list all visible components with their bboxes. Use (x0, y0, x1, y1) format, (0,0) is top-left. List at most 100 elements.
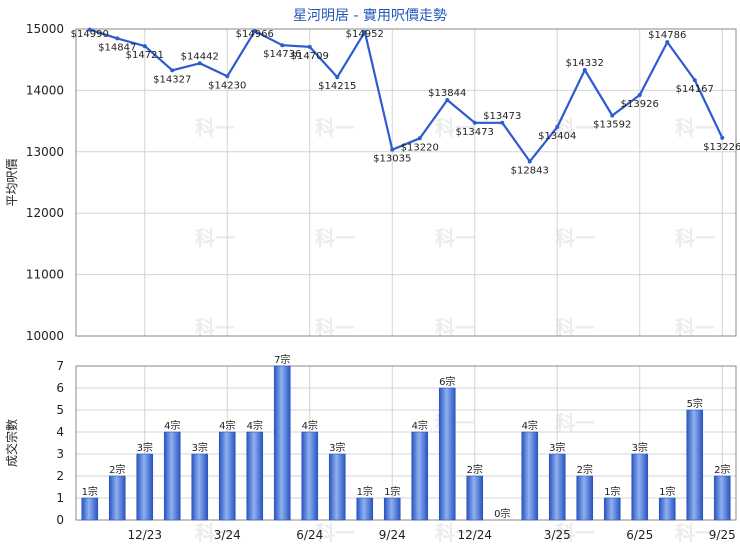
price-point (692, 78, 697, 83)
bar-plot-frame (75, 365, 737, 521)
price-data-label: $14215 (318, 81, 356, 92)
transaction-bar (356, 497, 374, 521)
line-y-tick-label: 14000 (26, 83, 64, 97)
bar-y-tick-label: 4 (56, 425, 64, 439)
watermark-text: 科一 (195, 116, 235, 140)
price-data-label: $13035 (373, 154, 411, 165)
transaction-bar (301, 431, 319, 521)
price-data-label: $12843 (511, 165, 549, 176)
bar-y-tick-label: 2 (56, 469, 64, 483)
transaction-data-label: 1宗 (659, 485, 675, 498)
watermark-text: 科一 (555, 521, 595, 545)
price-point (582, 68, 587, 73)
transaction-bar (576, 475, 594, 521)
transaction-data-label: 3宗 (549, 441, 565, 454)
watermark-text: 科一 (315, 521, 355, 545)
transaction-data-label: 2宗 (467, 463, 483, 476)
bar-y-tick-label: 7 (56, 359, 64, 373)
price-point (170, 68, 175, 73)
transaction-bar (383, 497, 401, 521)
transaction-bar (246, 431, 264, 521)
bar-x-tick-label: 6/24 (296, 528, 323, 542)
transaction-data-label: 7宗 (274, 353, 290, 366)
price-data-label: $14847 (98, 42, 136, 53)
transaction-bar (163, 431, 181, 521)
watermark-text: 科一 (435, 116, 475, 140)
price-data-label: $13473 (456, 127, 494, 138)
bar-x-tick-label: 9/25 (709, 528, 736, 542)
transaction-bar (136, 453, 154, 521)
price-point (720, 135, 725, 140)
transaction-data-label: 2宗 (577, 463, 593, 476)
transaction-data-label: 6宗 (439, 375, 455, 388)
transaction-data-label: 1宗 (604, 485, 620, 498)
price-data-label: $13844 (428, 88, 466, 99)
transaction-data-label: 2宗 (109, 463, 125, 476)
price-point (115, 36, 120, 41)
transaction-bar (191, 453, 209, 521)
price-point (252, 29, 257, 34)
transaction-bar (81, 497, 99, 521)
transaction-data-label: 4宗 (522, 419, 538, 432)
watermark-text: 科一 (195, 226, 235, 250)
watermark-text: 科一 (555, 411, 595, 435)
transaction-bar (328, 453, 346, 521)
price-data-label: $13220 (401, 142, 439, 153)
watermark-text: 科一 (315, 116, 355, 140)
line-y-tick-label: 13000 (26, 145, 64, 159)
price-data-label: $14327 (153, 74, 191, 85)
price-data-label: $14167 (676, 84, 714, 95)
price-point (637, 92, 642, 97)
transaction-bar (713, 475, 731, 521)
transaction-data-label: 2宗 (714, 463, 730, 476)
bar-y-tick-label: 1 (56, 491, 64, 505)
price-point (500, 120, 505, 125)
transaction-data-label: 4宗 (412, 419, 428, 432)
line-y-tick-label: 15000 (26, 22, 64, 36)
transaction-bar (631, 453, 649, 521)
price-data-label: $13226 (703, 142, 740, 153)
price-data-label: $14442 (181, 51, 219, 62)
price-data-label: $13592 (593, 119, 631, 130)
transaction-bar (686, 409, 704, 521)
transaction-data-label: 3宗 (329, 441, 345, 454)
price-point (417, 136, 422, 141)
transaction-bar (108, 475, 126, 521)
price-data-label: $13926 (621, 99, 659, 110)
transaction-data-label: 4宗 (247, 419, 263, 432)
transaction-bar (273, 365, 291, 521)
transaction-data-label: 3宗 (137, 441, 153, 454)
chart-title: 星河明居 - 實用呎價走勢 (293, 8, 447, 24)
bar-x-tick-label: 3/25 (544, 528, 571, 542)
transaction-data-label: 1宗 (384, 485, 400, 498)
price-data-label: $14990 (71, 29, 109, 40)
bar-x-tick-label: 12/24 (457, 528, 492, 542)
watermark-text: 科一 (675, 521, 715, 545)
line-y-tick-label: 11000 (26, 268, 64, 282)
bar-x-tick-label: 6/25 (626, 528, 653, 542)
price-point (555, 124, 560, 129)
price-data-label: $14332 (566, 58, 604, 69)
price-point (445, 97, 450, 102)
transaction-bar (218, 431, 236, 521)
price-data-label: $14230 (208, 80, 246, 91)
transaction-bar (603, 497, 621, 521)
watermark-text: 科一 (195, 521, 235, 545)
transaction-data-label: 3宗 (192, 441, 208, 454)
price-data-label: $14786 (648, 30, 686, 41)
bar-y-axis-label: 成交宗數 (4, 419, 19, 467)
bar-x-tick-label: 9/24 (379, 528, 406, 542)
price-point (472, 120, 477, 125)
transaction-bar (548, 453, 566, 521)
price-point (527, 159, 532, 164)
line-y-axis-label: 平均呎價 (5, 158, 19, 206)
transaction-bar (521, 431, 539, 521)
price-point (362, 29, 367, 34)
transaction-bar (466, 475, 484, 521)
transaction-bar (658, 497, 676, 521)
price-point (197, 61, 202, 66)
transaction-data-label: 4宗 (219, 419, 235, 432)
bar-x-tick-label: 12/23 (127, 528, 162, 542)
watermark-text: 科一 (435, 226, 475, 250)
price-point (390, 147, 395, 152)
